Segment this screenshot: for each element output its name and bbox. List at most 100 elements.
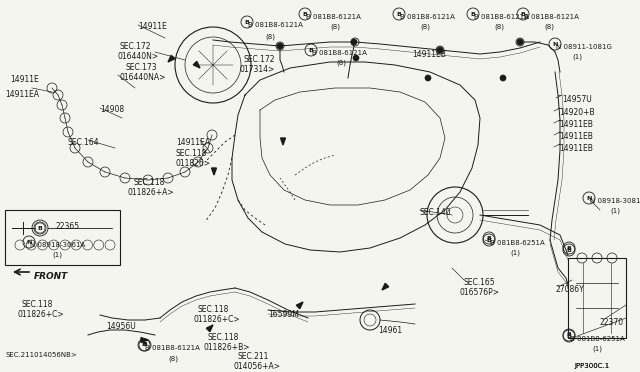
Text: 14911EB: 14911EB	[559, 144, 593, 153]
Text: B 081B8-6121A: B 081B8-6121A	[524, 14, 579, 20]
Text: 14911EA: 14911EA	[176, 138, 210, 147]
Text: SEC.118: SEC.118	[198, 305, 229, 314]
Text: 011826>: 011826>	[176, 159, 211, 168]
Text: B: B	[143, 343, 147, 347]
Polygon shape	[280, 138, 285, 145]
Text: JPP300C.1: JPP300C.1	[574, 363, 609, 369]
Polygon shape	[141, 337, 148, 343]
Text: 14920+B: 14920+B	[559, 108, 595, 117]
Text: B 081B8-6121A: B 081B8-6121A	[474, 14, 529, 20]
Polygon shape	[206, 325, 213, 332]
Text: B: B	[566, 247, 572, 253]
Text: B 081B8-6121A: B 081B8-6121A	[248, 22, 303, 28]
Text: (8): (8)	[336, 60, 346, 67]
Text: 16599M: 16599M	[268, 310, 299, 319]
Text: (1): (1)	[510, 250, 520, 257]
Text: (1): (1)	[52, 252, 62, 259]
Bar	[568, 258, 626, 338]
Text: N 08918-3081A: N 08918-3081A	[590, 198, 640, 204]
Text: B: B	[397, 12, 401, 16]
Text: 014056+A>: 014056+A>	[233, 362, 280, 371]
Text: SEC.118: SEC.118	[133, 178, 164, 187]
Text: 011826+C>: 011826+C>	[18, 310, 65, 319]
Text: SEC.118: SEC.118	[22, 300, 53, 309]
Text: 14961: 14961	[378, 326, 402, 335]
Text: 14911EB: 14911EB	[412, 50, 446, 59]
Text: SEC.211: SEC.211	[238, 352, 269, 361]
Text: (1): (1)	[610, 208, 620, 215]
Text: B: B	[38, 225, 42, 231]
Text: SEC.165: SEC.165	[464, 278, 495, 287]
Text: 27086Y: 27086Y	[556, 285, 585, 294]
Text: B 081B8-6121A: B 081B8-6121A	[145, 345, 200, 351]
Text: (8): (8)	[494, 24, 504, 31]
Circle shape	[277, 43, 283, 49]
Text: B: B	[486, 237, 492, 243]
Polygon shape	[193, 61, 200, 68]
Polygon shape	[212, 168, 216, 175]
Text: 011826+A>: 011826+A>	[128, 188, 175, 197]
Text: SEC.172: SEC.172	[120, 42, 152, 51]
Text: SEC.140: SEC.140	[420, 208, 452, 217]
Text: SEC.173: SEC.173	[126, 63, 157, 72]
Text: B: B	[303, 12, 307, 16]
Text: 14911E: 14911E	[10, 75, 39, 84]
Polygon shape	[382, 283, 388, 290]
Text: N: N	[586, 196, 592, 201]
Text: B: B	[308, 48, 314, 52]
Text: (1): (1)	[592, 346, 602, 353]
Text: B 081B8-6121A: B 081B8-6121A	[306, 14, 361, 20]
Text: SEC.211014056NB>: SEC.211014056NB>	[5, 352, 77, 358]
Text: B: B	[520, 12, 525, 16]
Text: 22365: 22365	[56, 222, 80, 231]
Text: 011826+B>: 011826+B>	[203, 343, 250, 352]
Text: 22370: 22370	[600, 318, 624, 327]
Text: B 081B8-6121A: B 081B8-6121A	[312, 50, 367, 56]
Text: B: B	[566, 333, 572, 337]
Text: B 081B8-6121A: B 081B8-6121A	[400, 14, 455, 20]
Text: B: B	[244, 19, 250, 25]
Text: (8): (8)	[265, 33, 275, 39]
Circle shape	[353, 55, 359, 61]
Text: B 081B8-6251A: B 081B8-6251A	[570, 336, 625, 342]
Text: JPP300C.1: JPP300C.1	[574, 363, 609, 369]
Text: (8): (8)	[168, 355, 178, 362]
Text: (1): (1)	[572, 54, 582, 61]
Circle shape	[500, 75, 506, 81]
Text: 017314>: 017314>	[240, 65, 275, 74]
Text: SEC.118: SEC.118	[176, 149, 207, 158]
Text: N: N	[26, 240, 32, 244]
Text: (8): (8)	[330, 24, 340, 31]
Text: N 08918-3061A: N 08918-3061A	[30, 242, 85, 248]
Text: SEC.164: SEC.164	[68, 138, 100, 147]
Text: B: B	[486, 235, 492, 241]
Text: 14911EA: 14911EA	[5, 90, 39, 99]
Text: B 081B8-6251A: B 081B8-6251A	[490, 240, 545, 246]
Text: B: B	[141, 343, 147, 347]
Text: B: B	[566, 334, 572, 339]
Text: 016440N>: 016440N>	[117, 52, 158, 61]
Text: 016576P>: 016576P>	[460, 288, 500, 297]
Text: 011826+C>: 011826+C>	[194, 315, 241, 324]
Circle shape	[517, 39, 523, 45]
Text: 14911EB: 14911EB	[559, 132, 593, 141]
Circle shape	[351, 39, 357, 45]
Polygon shape	[168, 55, 175, 62]
Text: FRONT: FRONT	[34, 272, 68, 281]
Text: 14908: 14908	[100, 105, 124, 114]
Text: 14957U: 14957U	[562, 95, 592, 104]
Text: 14911E: 14911E	[138, 22, 167, 31]
Text: SEC.172: SEC.172	[244, 55, 275, 64]
Text: 016440NA>: 016440NA>	[120, 73, 166, 82]
Circle shape	[437, 47, 443, 53]
Text: B: B	[566, 246, 572, 250]
Text: SEC.118: SEC.118	[208, 333, 239, 342]
Text: (8): (8)	[420, 24, 430, 31]
Text: N 08911-1081G: N 08911-1081G	[556, 44, 612, 50]
Text: 14911EB: 14911EB	[559, 120, 593, 129]
Text: N: N	[552, 42, 557, 46]
Text: 14956U: 14956U	[106, 322, 136, 331]
Text: B: B	[470, 12, 476, 16]
Polygon shape	[296, 302, 303, 309]
Bar	[5, 210, 120, 265]
